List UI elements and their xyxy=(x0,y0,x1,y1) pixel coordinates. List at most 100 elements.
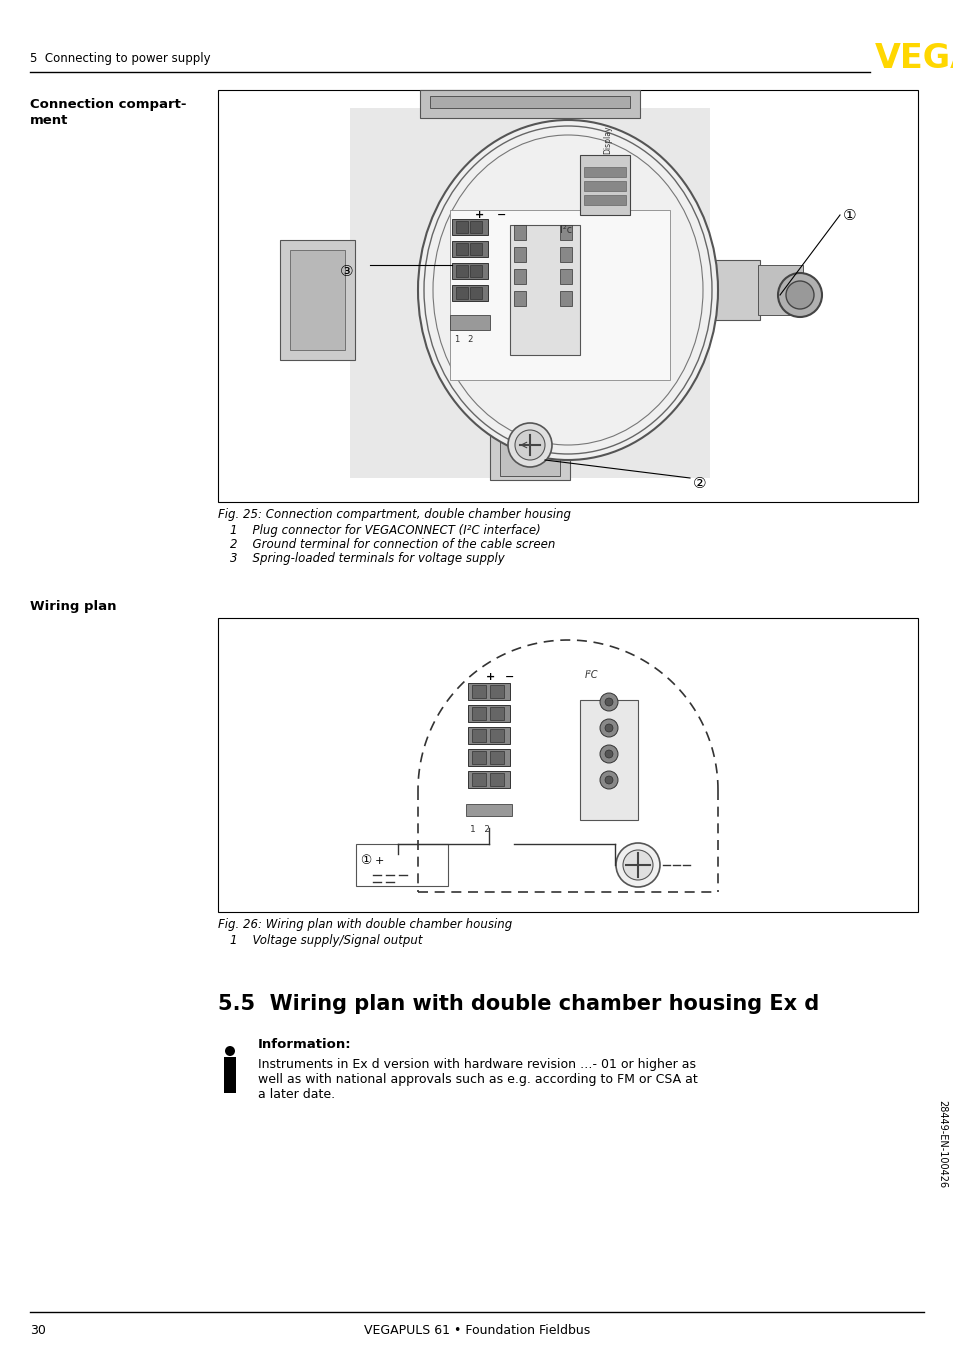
Bar xyxy=(468,682,510,700)
Text: Wiring plan: Wiring plan xyxy=(30,600,116,613)
Text: ①: ① xyxy=(359,854,371,867)
Text: Fig. 25: Connection compartment, double chamber housing: Fig. 25: Connection compartment, double … xyxy=(218,508,571,521)
Bar xyxy=(224,1057,235,1093)
Text: I²c: I²c xyxy=(559,225,572,236)
Bar xyxy=(514,269,525,284)
Text: 3    Spring-loaded terminals for voltage supply: 3 Spring-loaded terminals for voltage su… xyxy=(230,552,504,565)
Bar xyxy=(470,242,481,255)
Bar xyxy=(472,751,485,764)
Text: Information:: Information: xyxy=(257,1039,352,1051)
Text: ment: ment xyxy=(30,114,69,127)
Text: +: + xyxy=(375,856,384,867)
Bar xyxy=(499,436,559,477)
Bar xyxy=(514,291,525,306)
Text: Instruments in Ex d version with hardware revision …- 01 or higher as: Instruments in Ex d version with hardwar… xyxy=(257,1057,696,1071)
Bar xyxy=(583,195,625,204)
Text: 28449-EN-100426: 28449-EN-100426 xyxy=(936,1099,946,1187)
Bar xyxy=(218,617,917,913)
Bar xyxy=(470,287,481,299)
Bar xyxy=(465,804,512,816)
Bar xyxy=(280,240,355,360)
Bar xyxy=(456,221,468,233)
Circle shape xyxy=(599,693,618,711)
Circle shape xyxy=(599,719,618,737)
Circle shape xyxy=(622,850,652,880)
Bar xyxy=(472,685,485,699)
Text: 1    Voltage supply/Signal output: 1 Voltage supply/Signal output xyxy=(230,934,422,946)
Bar xyxy=(510,225,579,355)
Text: Display: Display xyxy=(603,126,612,154)
Bar xyxy=(456,242,468,255)
Circle shape xyxy=(778,274,821,317)
Bar xyxy=(579,700,638,821)
Text: 5  Connecting to power supply: 5 Connecting to power supply xyxy=(30,51,211,65)
Bar xyxy=(355,844,448,886)
Circle shape xyxy=(507,422,552,467)
Bar xyxy=(452,284,488,301)
Text: ②: ② xyxy=(692,477,706,492)
Bar xyxy=(472,728,485,742)
Bar xyxy=(700,260,760,320)
Text: −: − xyxy=(504,672,514,682)
Bar xyxy=(456,287,468,299)
Text: VEGAPULS 61 • Foundation Fieldbus: VEGAPULS 61 • Foundation Fieldbus xyxy=(363,1324,590,1336)
Circle shape xyxy=(604,724,613,733)
Bar xyxy=(472,773,485,787)
Bar xyxy=(514,225,525,240)
Bar xyxy=(468,749,510,766)
Text: VEGA: VEGA xyxy=(874,42,953,74)
Text: 1   2: 1 2 xyxy=(470,825,490,834)
Bar xyxy=(470,221,481,233)
Text: 5.5  Wiring plan with double chamber housing Ex d: 5.5 Wiring plan with double chamber hous… xyxy=(218,994,819,1014)
Circle shape xyxy=(785,282,813,309)
Circle shape xyxy=(515,431,544,460)
Circle shape xyxy=(599,745,618,764)
Circle shape xyxy=(599,770,618,789)
Ellipse shape xyxy=(417,121,718,460)
Text: 1   2: 1 2 xyxy=(455,334,473,344)
Bar xyxy=(559,291,572,306)
Bar xyxy=(468,770,510,788)
Bar xyxy=(468,705,510,722)
Circle shape xyxy=(616,844,659,887)
Text: a later date.: a later date. xyxy=(257,1089,335,1101)
Bar xyxy=(490,685,503,699)
Bar xyxy=(452,263,488,279)
Circle shape xyxy=(604,776,613,784)
Bar xyxy=(559,246,572,263)
Bar xyxy=(419,89,639,118)
Bar xyxy=(472,707,485,720)
Bar xyxy=(452,241,488,257)
Circle shape xyxy=(604,699,613,705)
Bar xyxy=(490,751,503,764)
Text: Connection compart-: Connection compart- xyxy=(30,97,186,111)
Bar xyxy=(490,707,503,720)
Bar xyxy=(758,265,802,315)
Bar xyxy=(290,250,345,349)
Bar xyxy=(450,315,490,330)
Bar xyxy=(490,773,503,787)
Text: ①: ① xyxy=(842,207,856,222)
Bar xyxy=(350,108,709,478)
Text: I²C: I²C xyxy=(584,670,598,680)
Text: Fig. 26: Wiring plan with double chamber housing: Fig. 26: Wiring plan with double chamber… xyxy=(218,918,512,932)
Bar xyxy=(583,181,625,191)
Bar xyxy=(490,420,569,481)
Bar xyxy=(430,96,629,108)
Bar xyxy=(490,728,503,742)
Text: +: + xyxy=(475,210,484,219)
Bar xyxy=(218,89,917,502)
Bar xyxy=(559,269,572,284)
Bar xyxy=(470,265,481,278)
Text: −: − xyxy=(497,210,506,219)
Text: 2    Ground terminal for connection of the cable screen: 2 Ground terminal for connection of the … xyxy=(230,538,555,551)
Text: 30: 30 xyxy=(30,1324,46,1336)
Text: ③: ③ xyxy=(339,264,354,279)
Bar xyxy=(583,167,625,177)
Text: +: + xyxy=(485,672,495,682)
Circle shape xyxy=(225,1047,234,1056)
Bar xyxy=(452,219,488,236)
Bar xyxy=(559,225,572,240)
Bar xyxy=(579,154,629,215)
Bar xyxy=(456,265,468,278)
